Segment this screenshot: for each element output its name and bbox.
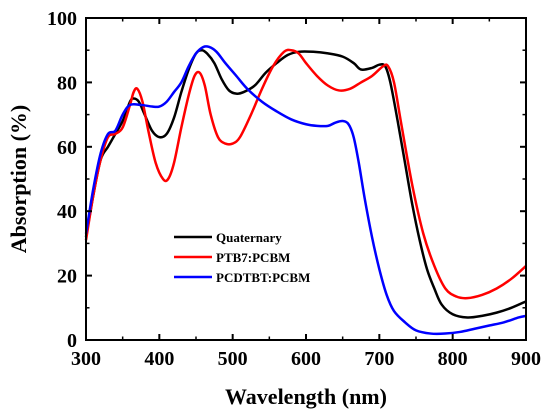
axis-tick-labels: 300 400 500 600 700 800 900 0 20 40 60 80 100 [47, 8, 541, 370]
y-axis-label: Absorption (%) [6, 105, 31, 254]
axis-ticks [85, 17, 527, 341]
y-tick-label: 20 [57, 266, 77, 288]
x-tick-label: 300 [71, 348, 101, 370]
plot-frame [85, 17, 527, 341]
series-line-ptb7-pcbm [84, 48, 527, 300]
x-tick-label: 500 [218, 348, 248, 370]
y-tick-label: 100 [47, 8, 77, 30]
legend: Quaternary PTB7:PCBM PCDTBT:PCBM [174, 230, 310, 285]
legend-label-ptb7-pcbm: PTB7:PCBM [216, 250, 290, 265]
x-tick-label: 400 [144, 348, 174, 370]
legend-label-quaternary: Quaternary [216, 230, 282, 245]
x-tick-label: 700 [364, 348, 394, 370]
y-tick-label: 40 [57, 201, 77, 223]
y-tick-label: 60 [57, 137, 77, 159]
series-line-pcdtbt-pcbm [84, 45, 527, 336]
y-tick-label: 80 [57, 72, 77, 94]
y-tick-label: 0 [67, 330, 77, 352]
x-axis-label: Wavelength (nm) [225, 384, 387, 409]
x-tick-label: 600 [291, 348, 321, 370]
x-tick-label: 800 [438, 348, 468, 370]
x-tick-label: 900 [511, 348, 541, 370]
series-lines [84, 45, 527, 336]
legend-label-pcdtbt-pcbm: PCDTBT:PCBM [216, 270, 310, 285]
